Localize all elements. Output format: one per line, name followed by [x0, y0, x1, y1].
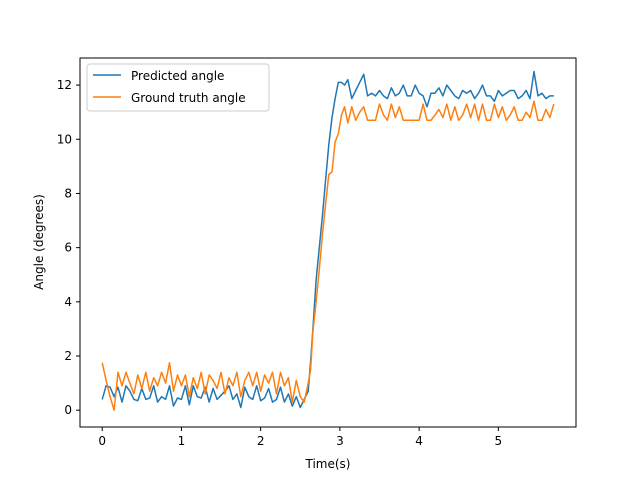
legend-box [86, 63, 270, 112]
x-axis-label: Time(s) [305, 457, 351, 471]
legend-label-ground-truth: Ground truth angle [131, 91, 246, 105]
x-tick-label: 1 [178, 434, 186, 448]
y-tick-label: 8 [64, 186, 72, 200]
y-axis-label: Angle (degrees) [32, 194, 46, 290]
plot-lines [101, 70, 555, 411]
legend-label-predicted: Predicted angle [131, 69, 224, 83]
x-tick-label: 0 [98, 434, 106, 448]
y-axis-ticks: 0 2 4 6 8 10 12 [57, 78, 80, 417]
axes-frame [79, 57, 577, 428]
x-tick-label: 5 [495, 434, 503, 448]
legend: Predicted angle Ground truth angle [86, 63, 270, 112]
series-line-predicted [101, 70, 554, 409]
x-tick-label: 2 [257, 434, 265, 448]
x-tick-label: 4 [415, 434, 423, 448]
y-tick-label: 10 [57, 132, 72, 146]
y-tick-label: 12 [57, 78, 72, 92]
series-line-ground-truth [101, 100, 555, 411]
x-tick-label: 3 [336, 434, 344, 448]
y-tick-label: 0 [64, 403, 72, 417]
y-tick-label: 4 [64, 295, 72, 309]
y-tick-label: 6 [64, 241, 72, 255]
y-tick-label: 2 [64, 349, 72, 363]
x-axis-ticks: 0 1 2 3 4 5 [98, 427, 502, 448]
